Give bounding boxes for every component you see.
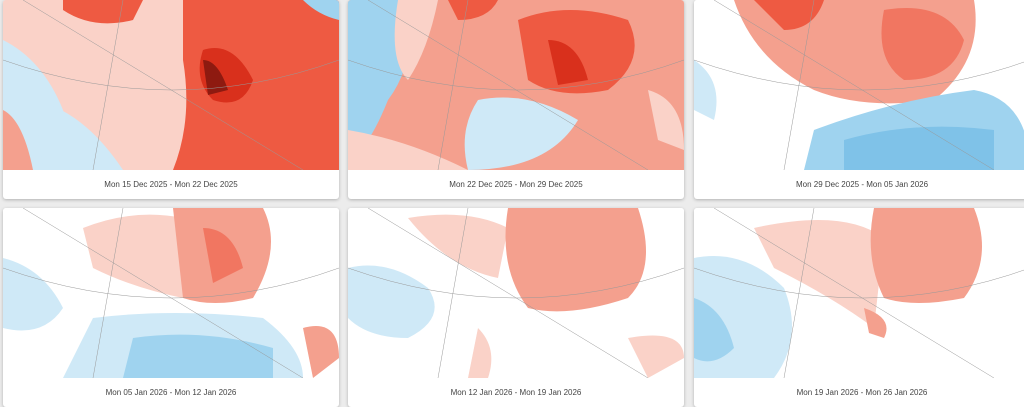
forecast-card-1[interactable]: Mon 15 Dec 2025 - Mon 22 Dec 2025 <box>3 0 339 199</box>
forecast-card-4[interactable]: Mon 05 Jan 2026 - Mon 12 Jan 2026 <box>3 208 339 407</box>
anomaly-map-4[interactable] <box>3 208 339 378</box>
date-range-caption: Mon 15 Dec 2025 - Mon 22 Dec 2025 <box>104 180 238 189</box>
forecast-card-6[interactable]: Mon 19 Jan 2026 - Mon 26 Jan 2026 <box>694 208 1024 407</box>
anomaly-map-6[interactable] <box>694 208 1024 378</box>
forecast-card-3[interactable]: Mon 29 Dec 2025 - Mon 05 Jan 2026 <box>694 0 1024 199</box>
date-range-caption: Mon 19 Jan 2026 - Mon 26 Jan 2026 <box>796 388 928 397</box>
date-range-caption: Mon 12 Jan 2026 - Mon 19 Jan 2026 <box>450 388 582 397</box>
anomaly-map-1[interactable] <box>3 0 339 170</box>
forecast-card-5[interactable]: Mon 12 Jan 2026 - Mon 19 Jan 2026 <box>348 208 684 407</box>
anomaly-map-2[interactable] <box>348 0 684 170</box>
anomaly-map-5[interactable] <box>348 208 684 378</box>
date-range-caption: Mon 05 Jan 2026 - Mon 12 Jan 2026 <box>105 388 237 397</box>
forecast-card-2[interactable]: Mon 22 Dec 2025 - Mon 29 Dec 2025 <box>348 0 684 199</box>
anomaly-map-3[interactable] <box>694 0 1024 170</box>
date-range-caption: Mon 22 Dec 2025 - Mon 29 Dec 2025 <box>449 180 583 189</box>
date-range-caption: Mon 29 Dec 2025 - Mon 05 Jan 2026 <box>795 180 929 189</box>
